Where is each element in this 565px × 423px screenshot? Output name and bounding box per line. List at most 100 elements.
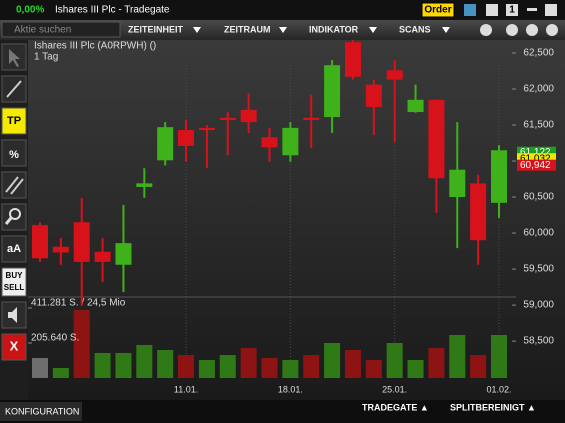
y-tick-label: 58,500 [523,336,554,347]
tool-label[interactable]: % [9,149,19,161]
minimize[interactable] [527,8,537,11]
volume-bar [386,343,403,378]
volume-bar [282,360,299,378]
icon[interactable] [464,4,476,16]
candle-body [365,84,382,107]
volume-bar [178,355,195,378]
y-tick-label: 59,000 [523,300,554,311]
volume-tick-label: 411.281 S. / 24,5 Mio [31,298,126,309]
volume-bar [407,360,424,378]
dropdown-arrow [279,27,287,33]
volume-bar [52,368,69,378]
menu-item[interactable]: INDIKATOR [309,24,359,34]
icon[interactable] [546,24,558,36]
icon[interactable] [480,24,492,36]
window-title: Ishares III Plc - Tradegate [55,5,170,16]
config-tab[interactable] [0,402,82,421]
candle-body [303,117,320,120]
candle-body [407,99,424,113]
menu-item[interactable]: ZEITEINHEIT [128,24,184,34]
price-label: 60,942 [520,160,551,171]
tool-label[interactable]: TP [7,115,21,127]
y-tick-label: 60,500 [523,192,554,203]
price-label: 61,122 [520,147,551,158]
plot: 11.01. 18.01. 25.01. 01.02. 62,500 62,000 61,5… [28,40,556,394]
volume-bar [303,355,320,378]
candle-body [219,117,236,120]
tool-tp[interactable] [1,107,27,135]
tool-label[interactable]: X [10,338,19,353]
menu-item[interactable]: SCANS [399,24,431,34]
config-label[interactable]: KONFIGURATION [5,406,79,416]
candle-body [449,169,466,198]
price-marker [517,146,556,158]
x-tick-label: 18.01. [278,384,303,394]
tool-channel[interactable] [1,171,27,199]
close[interactable] [545,4,557,16]
tool-percent[interactable] [1,139,27,167]
order-label[interactable]: Order [424,5,451,16]
channel-icon [10,178,24,195]
dropdown-arrow [369,27,377,33]
price-marker [517,153,556,165]
candle-body [178,130,195,146]
volume-bar [344,350,361,378]
adjust-label[interactable]: SPLITBEREINIGT ▲ [450,402,536,412]
order-button[interactable] [421,2,455,18]
tool-label[interactable]: SELL [4,283,25,292]
exchange-label[interactable]: TRADEGATE ▲ [362,402,429,412]
candle-body [386,70,403,80]
candle-body [136,183,153,187]
x-tick-label: 25.01. [382,384,407,394]
candle-body [94,251,111,262]
volume-bar [157,350,174,378]
volume-bar [136,344,153,378]
chart-title: Ishares III Plc (A0RPWH) () [34,41,156,52]
price-marker [517,159,556,171]
icon[interactable] [486,4,498,16]
sound-icon [8,307,17,323]
zoom-icon [9,208,21,220]
icon[interactable] [506,4,518,16]
candle-body [157,127,174,161]
volume-bar [240,348,257,378]
tool-label[interactable]: aA [7,243,21,255]
candle-body [198,127,215,131]
y-tick-label: 61,500 [523,120,554,131]
candle-body [324,65,341,118]
volume-bar [219,355,236,378]
footer [0,400,565,423]
menu-item[interactable]: ZEITRAUM [224,24,271,34]
candle-body [261,137,278,148]
line-icon [6,80,22,98]
tool-close[interactable] [1,333,27,361]
tool-buysell[interactable] [1,267,27,297]
icon[interactable] [526,24,538,36]
volume-bar [365,360,382,378]
search-placeholder[interactable]: Aktie suchen [14,25,71,36]
candle-body [428,99,445,179]
y-tick-label: 60,000 [523,228,554,239]
y-tick-label: 59,500 [523,264,554,275]
volume-bar [261,358,278,378]
x-tick-label: 11.01. [174,384,198,394]
volume-bar [115,352,132,378]
tool-font[interactable] [1,235,27,263]
dropdown-arrow [193,27,201,33]
y-tick-label: 62,500 [523,48,554,59]
volume-bar [198,360,215,378]
volume-bar [449,335,466,378]
volume-bar [491,335,507,378]
change: 0,00% [16,5,44,16]
channel-icon [5,176,19,193]
icon[interactable] [506,24,518,36]
tool-label[interactable]: BUY [6,271,24,280]
volume-tick-label: 205.640 S. [31,333,79,344]
tool-zoom[interactable] [1,203,27,231]
x-tick-label: 01.02. [486,384,511,394]
candle-body [240,109,257,123]
tool-cursor[interactable] [1,43,27,71]
search-box[interactable] [1,21,121,38]
cursor-icon [9,49,20,67]
